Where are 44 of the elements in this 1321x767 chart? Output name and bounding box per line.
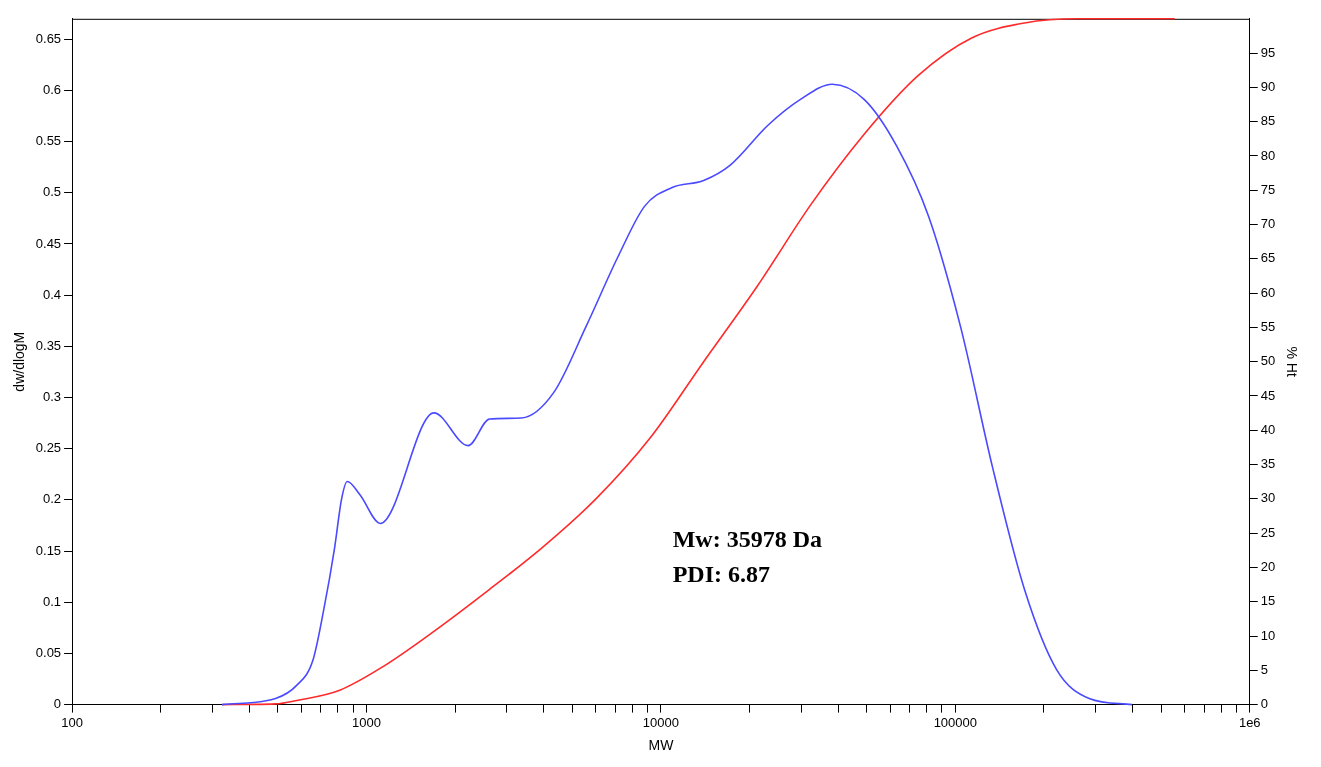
y2-tick-label: 20 (1260, 559, 1276, 575)
y2-axis-title: % Ht (1283, 346, 1300, 377)
y-tick-label: 0.55 (35, 133, 62, 149)
y-tick-label: 0.2 (43, 491, 62, 507)
x-tick-label: 100 (61, 714, 83, 730)
y2-tick-label: 95 (1260, 44, 1276, 60)
annotation: Mw: 35978 Da (672, 525, 823, 552)
y-tick-label: 0.35 (35, 337, 62, 353)
y2-tick-label: 75 (1260, 181, 1276, 197)
y-tick-label: 0.65 (35, 30, 62, 46)
y-tick-label: 0.1 (43, 593, 62, 609)
y2-tick-label: 45 (1260, 387, 1276, 403)
x-axis-title: MW (648, 737, 675, 754)
y2-tick-label: 0 (1260, 696, 1268, 712)
y2-tick-label: 80 (1260, 147, 1276, 163)
y-tick-label: 0 (53, 696, 62, 712)
y2-tick-label: 70 (1260, 216, 1276, 232)
y2-tick-label: 85 (1260, 113, 1276, 129)
y-tick-label: 0.25 (35, 440, 62, 456)
y2-tick-label: 65 (1260, 250, 1276, 266)
annotation: PDI: 6.87 (672, 560, 771, 587)
y2-tick-label: 90 (1260, 78, 1276, 94)
y2-tick-label: 50 (1260, 353, 1276, 369)
x-tick-label: 1000 (352, 714, 381, 730)
y-tick-label: 0.45 (35, 235, 62, 251)
y2-tick-label: 55 (1260, 318, 1276, 334)
y2-tick-label: 40 (1260, 421, 1276, 437)
y-tick-label: 0.5 (43, 184, 62, 200)
y-tick-label: 0.4 (43, 286, 62, 302)
y2-tick-label: 35 (1260, 456, 1276, 472)
x-tick-label: 10000 (642, 714, 679, 730)
y2-tick-label: 60 (1260, 284, 1276, 300)
x-tick-label: 100000 (933, 714, 978, 730)
y-tick-label: 0.6 (43, 82, 62, 98)
y2-tick-label: 5 (1260, 661, 1268, 677)
y-tick-label: 0.3 (43, 389, 62, 405)
y2-tick-label: 25 (1260, 524, 1276, 540)
y2-tick-label: 30 (1260, 490, 1276, 506)
y-axis-title: dw/dlogM (11, 331, 28, 392)
x-tick-label: 1e6 (1238, 714, 1261, 730)
y2-tick-label: 10 (1260, 627, 1276, 643)
y2-tick-label: 15 (1260, 593, 1276, 609)
y-tick-label: 0.15 (35, 542, 62, 558)
y-tick-label: 0.05 (35, 645, 62, 660)
